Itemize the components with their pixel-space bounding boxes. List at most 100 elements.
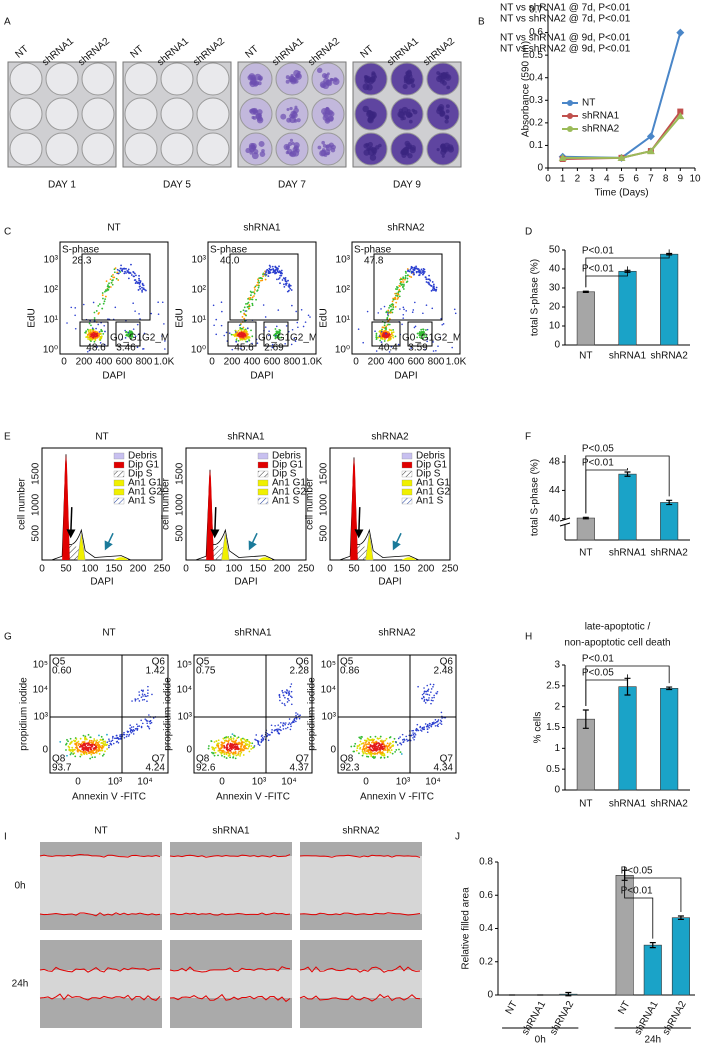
dot xyxy=(428,726,430,729)
dot xyxy=(414,732,416,735)
dot xyxy=(129,727,131,730)
legend-label: An1 G1 xyxy=(416,478,450,489)
well xyxy=(160,62,194,96)
dot xyxy=(79,750,82,752)
dot xyxy=(70,752,73,754)
dot xyxy=(279,696,281,699)
bracket xyxy=(585,249,670,288)
dot xyxy=(92,336,95,339)
dot xyxy=(388,318,391,320)
legend-label: Debris xyxy=(272,451,301,462)
plate-column-label: NT xyxy=(128,44,145,61)
dot xyxy=(242,326,245,329)
dot xyxy=(119,267,122,270)
dot xyxy=(99,333,102,336)
dot xyxy=(228,744,231,747)
dot xyxy=(234,757,237,760)
dot xyxy=(279,726,282,728)
dot xyxy=(282,694,285,697)
dot xyxy=(91,745,94,748)
dot xyxy=(103,743,105,746)
dot xyxy=(391,752,394,755)
dot xyxy=(78,742,80,745)
legend-swatch xyxy=(401,470,413,478)
dot xyxy=(274,729,276,731)
dot xyxy=(80,753,83,756)
dot xyxy=(157,313,160,315)
dot xyxy=(111,283,114,286)
dot xyxy=(161,301,164,304)
dot xyxy=(413,268,416,270)
an1-s xyxy=(258,557,273,560)
dot xyxy=(213,324,215,327)
y-tick-label: 10⁰ xyxy=(191,345,206,356)
wound-gap xyxy=(300,856,422,914)
dot xyxy=(251,296,254,299)
dot xyxy=(95,746,97,749)
dot xyxy=(276,270,279,273)
dot xyxy=(65,749,67,751)
dot xyxy=(379,735,382,738)
dot xyxy=(150,312,153,315)
day-label: DAY 1 xyxy=(48,180,76,191)
legend-label: An1 G2 xyxy=(128,487,162,498)
dot xyxy=(279,274,282,277)
dot xyxy=(240,743,243,746)
dot xyxy=(225,747,228,749)
series-line xyxy=(562,110,682,160)
dot xyxy=(405,272,407,274)
dot xyxy=(432,283,435,286)
dot xyxy=(86,744,89,747)
dot xyxy=(124,329,126,332)
dot xyxy=(96,742,99,744)
dot xyxy=(395,288,397,290)
dot xyxy=(214,751,217,754)
well xyxy=(9,62,43,96)
dot xyxy=(433,696,435,699)
stain-spot xyxy=(405,73,411,79)
dot xyxy=(373,753,376,756)
dot xyxy=(149,722,152,725)
dot xyxy=(270,268,273,271)
y-tick-label: 0.7 xyxy=(529,5,543,16)
dot xyxy=(97,312,100,315)
y-tick-label: 10³ xyxy=(192,255,207,266)
dot xyxy=(105,744,108,747)
stain-spot xyxy=(316,67,323,74)
dot xyxy=(115,734,118,737)
dot xyxy=(276,730,279,732)
dot xyxy=(439,336,442,339)
dot xyxy=(123,272,126,275)
dot xyxy=(95,741,98,743)
dot xyxy=(267,739,270,742)
dot xyxy=(442,323,445,325)
dot xyxy=(271,343,274,346)
dot xyxy=(138,277,140,280)
dot xyxy=(383,745,386,748)
legend-swatch xyxy=(113,479,125,487)
dot xyxy=(276,331,278,334)
dot xyxy=(387,309,390,312)
gate xyxy=(263,321,289,347)
panel-letter: G xyxy=(4,632,12,643)
dot xyxy=(395,749,398,751)
dot xyxy=(251,335,254,338)
dot xyxy=(257,740,259,743)
dot xyxy=(146,725,149,727)
stain-spot xyxy=(407,153,413,159)
dot xyxy=(93,747,96,750)
plot-frame xyxy=(185,447,307,561)
stain-spot xyxy=(400,117,404,121)
dot xyxy=(102,738,104,741)
dot xyxy=(126,334,129,337)
dot xyxy=(396,295,399,297)
dot xyxy=(245,340,248,343)
dot xyxy=(437,723,439,726)
dot xyxy=(272,334,275,337)
dot xyxy=(293,717,296,720)
dot xyxy=(427,690,429,692)
dot xyxy=(82,750,85,753)
dot xyxy=(114,306,117,309)
dot xyxy=(385,737,388,740)
dot xyxy=(414,733,417,736)
